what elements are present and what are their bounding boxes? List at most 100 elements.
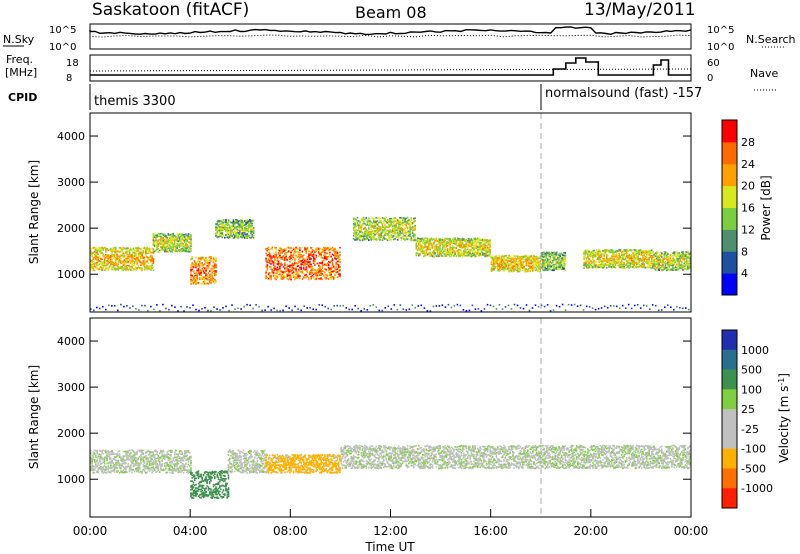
power-cell xyxy=(413,217,415,220)
power-cell xyxy=(483,254,485,257)
power-cell xyxy=(150,259,152,261)
power-cell xyxy=(476,249,479,251)
power-cell xyxy=(277,271,280,273)
power-cell xyxy=(221,233,224,235)
power-cell xyxy=(205,277,207,280)
power-cell xyxy=(381,239,384,241)
power-cell xyxy=(247,234,250,237)
power-cell xyxy=(246,219,249,221)
power-band-6 xyxy=(415,237,491,258)
power-cell xyxy=(384,224,386,226)
power-cell xyxy=(399,225,401,227)
power-cell xyxy=(438,255,440,257)
power-cell xyxy=(148,268,151,270)
power-cell xyxy=(466,241,469,243)
power-cell xyxy=(205,269,207,272)
power-cell xyxy=(433,251,435,253)
power-cell xyxy=(120,266,122,268)
power-cell xyxy=(455,255,458,257)
power-cell xyxy=(197,264,200,267)
power-cell xyxy=(267,246,270,249)
power-cell xyxy=(420,240,423,242)
power-cell xyxy=(101,261,103,264)
power-cell xyxy=(473,245,475,248)
power-cell xyxy=(203,258,206,261)
power-cell xyxy=(385,225,388,228)
power-cell xyxy=(183,246,186,249)
power-cell xyxy=(227,226,230,229)
power-cell xyxy=(518,270,520,273)
power-cell xyxy=(270,257,272,260)
power-cell xyxy=(495,256,498,258)
power-cell xyxy=(135,247,137,249)
power-cell xyxy=(200,270,202,272)
power-cell xyxy=(97,247,100,249)
power-cell xyxy=(235,232,237,234)
power-cell xyxy=(242,223,245,226)
power-cell xyxy=(390,234,393,236)
power-cell xyxy=(512,265,514,267)
power-cell xyxy=(187,237,190,239)
power-cell xyxy=(359,222,361,225)
power-cell xyxy=(136,257,138,259)
power-cell xyxy=(322,259,325,261)
power-cell xyxy=(111,261,113,264)
power-cell xyxy=(434,245,436,248)
power-cell xyxy=(157,243,160,245)
power-cell xyxy=(337,255,340,258)
power-cell xyxy=(361,235,364,238)
power-cell xyxy=(304,269,306,271)
power-cell xyxy=(183,237,186,239)
power-cell xyxy=(145,250,147,252)
power-cell xyxy=(307,254,310,256)
power-cell xyxy=(216,229,219,231)
power-cell xyxy=(406,231,409,233)
power-cell xyxy=(532,257,534,260)
power-cell xyxy=(290,277,292,279)
power-cell xyxy=(426,237,429,240)
power-cell xyxy=(101,263,103,266)
power-cell xyxy=(306,261,309,263)
power-cell xyxy=(299,248,301,250)
power-cell xyxy=(156,240,158,242)
power-cell xyxy=(166,239,168,241)
power-cell xyxy=(242,236,245,239)
power-cell xyxy=(473,239,475,241)
power-cell xyxy=(265,277,267,279)
power-cell xyxy=(270,278,272,281)
power-cell xyxy=(504,258,506,261)
power-cell xyxy=(496,259,499,262)
power-cell xyxy=(181,244,183,247)
power-cell xyxy=(453,237,455,240)
power-cell xyxy=(399,219,401,222)
power-cell xyxy=(275,275,277,278)
power-cell xyxy=(217,226,220,229)
power-cell xyxy=(286,275,289,277)
power-cell xyxy=(113,268,116,271)
power-cell xyxy=(460,238,463,241)
power-cell xyxy=(284,253,286,255)
power-cell xyxy=(386,239,389,241)
power-cell xyxy=(479,242,481,245)
power-cell xyxy=(376,228,379,231)
power-cell xyxy=(92,247,95,249)
power-cell xyxy=(219,223,221,226)
power-cell xyxy=(135,249,137,251)
power-cell xyxy=(324,246,326,249)
power-cell xyxy=(514,265,517,267)
power-cell xyxy=(106,248,108,250)
power-cell xyxy=(468,241,470,243)
power-cell xyxy=(186,236,188,238)
power-cell xyxy=(374,221,376,223)
power-cell xyxy=(167,241,170,243)
power-cell xyxy=(451,253,454,256)
power-cell xyxy=(499,269,501,272)
power-cell xyxy=(478,254,480,257)
power-cell xyxy=(198,265,201,267)
power-cell xyxy=(115,261,117,264)
power-cell xyxy=(245,225,247,228)
power-cell xyxy=(360,236,363,238)
power-cell xyxy=(393,235,395,237)
power-cell xyxy=(207,283,210,285)
power-cell xyxy=(285,267,287,269)
